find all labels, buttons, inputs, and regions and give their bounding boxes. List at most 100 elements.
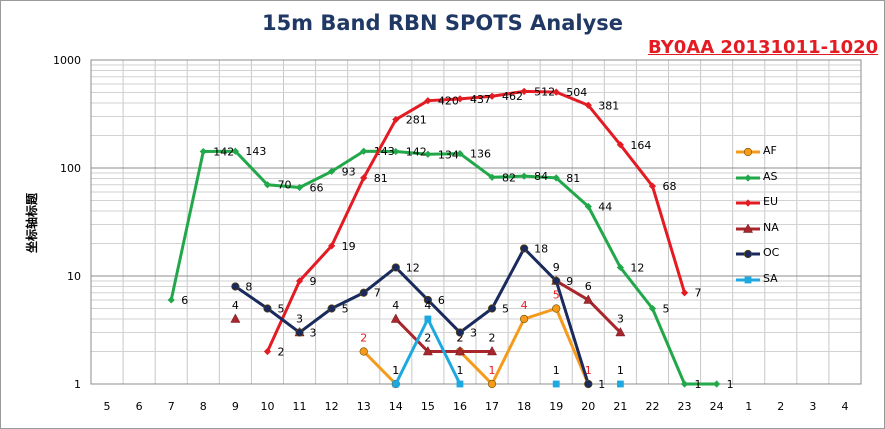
- y-tick-label: 10: [67, 270, 81, 283]
- x-tick-label: 19: [549, 400, 563, 413]
- data-label-eu: 420: [438, 95, 459, 108]
- legend-label-na: NA: [763, 220, 779, 234]
- x-tick-label: 16: [453, 400, 467, 413]
- data-label-as: 6: [181, 294, 188, 307]
- legend-item-sa: SA: [736, 267, 796, 293]
- data-point-as: [328, 167, 336, 176]
- series-line-eu: [265, 89, 687, 353]
- x-tick-label: 21: [613, 400, 627, 413]
- data-label-eu: 19: [342, 240, 356, 253]
- x-tick-label: 24: [710, 400, 724, 413]
- data-point-af: [487, 379, 497, 389]
- data-label-af: 1: [489, 364, 496, 377]
- data-label-oc: 7: [374, 287, 381, 300]
- data-point-as: [295, 183, 304, 192]
- x-tick-label: 23: [678, 400, 692, 413]
- series-sa: 141 1 1: [392, 299, 624, 388]
- x-tick-label: 22: [645, 400, 659, 413]
- x-tick-label: 7: [168, 400, 175, 413]
- data-label-oc: 18: [534, 242, 548, 255]
- data-point-af: [359, 347, 368, 356]
- data-label-oc: 9: [566, 275, 573, 288]
- data-label-oc: 5: [342, 303, 349, 316]
- data-point-eu: [295, 277, 304, 285]
- data-point-oc: [455, 328, 465, 337]
- data-label-eu: 462: [502, 90, 523, 103]
- data-label-na: 3: [617, 312, 624, 325]
- data-label-oc: 6: [438, 294, 445, 307]
- legend-marker-sa: [744, 276, 752, 284]
- legend-marker-oc: [743, 250, 753, 259]
- legend-label-af: AF: [763, 144, 777, 157]
- data-point-eu: [424, 97, 432, 105]
- legend-item-eu: EU: [736, 190, 796, 216]
- data-point-eu: [263, 347, 272, 356]
- x-tick-label: 3: [809, 400, 816, 413]
- data-point-na: [230, 313, 241, 323]
- data-point-as: [616, 263, 624, 272]
- data-label-eu: 437: [470, 93, 491, 106]
- data-point-na: [454, 345, 465, 356]
- data-label-eu: 9: [310, 275, 317, 288]
- data-label-sa: 1: [456, 364, 463, 377]
- data-label-na: 3: [296, 312, 303, 325]
- y-tick-label: 100: [60, 162, 81, 175]
- data-point-oc: [391, 263, 400, 272]
- data-label-eu: 68: [662, 180, 676, 193]
- x-tick-label: 11: [293, 400, 307, 413]
- data-label-af: 2: [456, 331, 463, 344]
- data-label-as: 5: [662, 303, 669, 316]
- x-tick-label: 8: [200, 400, 207, 413]
- legend-label-oc: OC: [763, 246, 780, 260]
- data-label-eu: 164: [630, 139, 651, 152]
- data-point-na: [422, 345, 433, 356]
- data-label-na: 9: [553, 261, 560, 274]
- chart-title: 15m Band RBN SPOTS Analyse: [261, 11, 624, 35]
- data-point-eu: [616, 141, 624, 149]
- data-point-eu: [488, 92, 496, 100]
- data-label-as: 1: [695, 378, 702, 391]
- data-label-as: 1: [727, 378, 734, 391]
- data-point-as: [584, 202, 592, 211]
- data-label-eu: 381: [598, 99, 619, 112]
- series-line-af: [362, 349, 398, 386]
- legend-item-oc: OC: [736, 241, 796, 267]
- data-point-na: [615, 326, 626, 337]
- legend-swatch-sa: [736, 276, 760, 284]
- x-tick-label: 4: [841, 400, 848, 413]
- data-label-sa: 1: [617, 364, 624, 377]
- data-point-as: [360, 147, 368, 155]
- legend-item-na: NA: [736, 216, 796, 242]
- series-line-as: [169, 149, 719, 386]
- chart-subtitle: BY0AA 20131011-1020: [648, 37, 879, 58]
- x-tick-label: 9: [232, 400, 239, 413]
- data-point-as: [680, 380, 689, 388]
- legend-swatch-eu: [736, 199, 760, 207]
- data-label-eu: 7: [695, 287, 702, 300]
- data-label-na: 2: [456, 331, 463, 344]
- legend-swatch-oc: [736, 250, 760, 259]
- data-label-as: 82: [502, 171, 516, 184]
- data-point-eu: [552, 88, 560, 96]
- x-tick-label: 5: [104, 400, 111, 413]
- data-label-oc: 8: [245, 280, 252, 293]
- y-tick-label: 1: [74, 378, 81, 391]
- data-point-as: [648, 304, 657, 313]
- x-tick-label: 13: [357, 400, 371, 413]
- data-point-sa: [424, 315, 432, 323]
- data-point-as: [713, 380, 721, 388]
- data-point-eu: [520, 87, 528, 95]
- x-tick-label: 15: [421, 400, 435, 413]
- x-tick-label: 1: [745, 400, 752, 413]
- data-point-oc: [327, 304, 336, 313]
- data-label-af: 4: [521, 299, 528, 312]
- data-label-oc: 12: [406, 261, 420, 274]
- data-point-sa: [616, 380, 624, 388]
- data-point-as: [552, 174, 560, 182]
- data-point-oc: [423, 295, 432, 305]
- data-point-af: [552, 304, 561, 313]
